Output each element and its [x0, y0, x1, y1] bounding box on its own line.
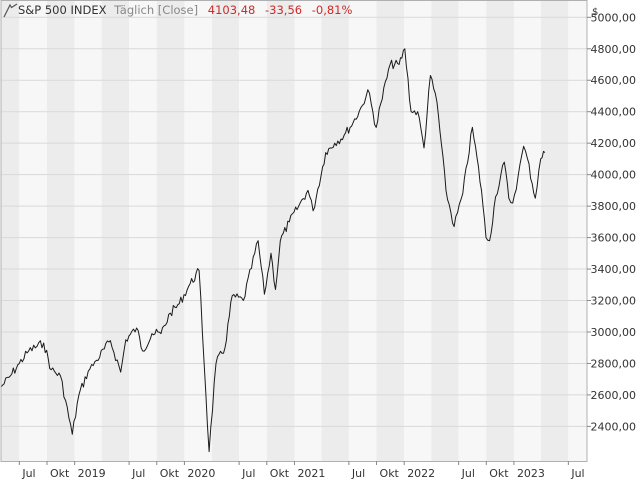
x-tick-label: Jul [131, 467, 145, 480]
period-band [129, 0, 157, 461]
currency-symbol: $ [592, 7, 598, 18]
y-axis-ticks: 2400,00 2600,00 2800,00 3000,00 3200,00 3400,… [587, 11, 636, 433]
x-tick-label: 2019 [78, 467, 106, 480]
x-axis-ticks: Jul Okt 2019 Jul Okt 2020 Jul Okt 2021 Jul Okt 2022… [18, 461, 585, 480]
y-tick-label: 4400,00 [591, 106, 637, 119]
x-tick-label: Okt [489, 467, 509, 480]
period-band [486, 0, 514, 461]
x-tick-label: Okt [50, 467, 70, 480]
x-tick-label: Jul [351, 467, 365, 480]
period-band [376, 0, 405, 461]
x-tick-label: 2022 [407, 467, 435, 480]
y-tick-label: 2400,00 [591, 420, 637, 433]
period-band [74, 0, 102, 461]
x-tick-label: Jul [241, 467, 255, 480]
x-tick-label: 2021 [297, 467, 325, 480]
period-band [211, 0, 240, 461]
period-band [101, 0, 130, 461]
x-tick-label: Jul [461, 467, 475, 480]
price-line-layer [0, 48, 546, 453]
period-band [266, 0, 295, 461]
last-price: 4103,48 [208, 3, 256, 17]
period-band [47, 0, 75, 461]
period-band [458, 0, 487, 461]
line-chart-icon [3, 3, 18, 18]
period-bands [1, 0, 587, 461]
period-band [156, 0, 185, 461]
period-band [348, 0, 377, 461]
y-tick-label: 3000,00 [591, 326, 637, 339]
y-tick-label: 3200,00 [591, 295, 637, 308]
y-tick-label: 4600,00 [591, 74, 637, 87]
price-change-percent: -0,81% [312, 3, 353, 17]
period-band [1, 0, 20, 461]
y-tick-label: 2800,00 [591, 357, 637, 370]
x-tick-label: 2023 [517, 467, 545, 480]
x-tick-label: Okt [380, 467, 400, 480]
price-line [0, 48, 546, 453]
y-tick-label: 3800,00 [591, 200, 637, 213]
y-tick-label: 4000,00 [591, 169, 637, 182]
instrument-name: S&P 500 INDEX [18, 3, 107, 17]
y-tick-label: 4800,00 [591, 43, 637, 56]
price-change: -33,56 [265, 3, 302, 17]
period-band [513, 0, 541, 461]
period-band [540, 0, 569, 461]
svg-text:S&P 500 INDEX Täglich: S&P 500 INDEX Täglich [Close] 4103,48 -3… [18, 3, 352, 17]
y-tick-label: 2600,00 [591, 389, 637, 402]
period-band [321, 0, 349, 461]
grid-lines [1, 16, 587, 427]
interval-label: Täglich [Close] [113, 3, 198, 17]
x-tick-label: Okt [160, 467, 180, 480]
y-tick-label: 3600,00 [591, 232, 637, 245]
y-tick-label: 4200,00 [591, 137, 637, 150]
period-band [294, 0, 322, 461]
period-band [568, 0, 587, 461]
x-tick-label: Okt [270, 467, 290, 480]
period-band [19, 0, 48, 461]
period-band [239, 0, 267, 461]
chart-header: S&P 500 INDEX Täglich [Close] 4103,48 -3… [3, 3, 352, 18]
x-tick-label: 2020 [187, 467, 215, 480]
y-tick-label: 5000,00 [591, 11, 637, 24]
x-tick-label: Jul [570, 467, 584, 480]
y-tick-label: 3400,00 [591, 263, 637, 276]
period-band [404, 0, 432, 461]
period-band [431, 0, 459, 461]
period-band [184, 0, 212, 461]
x-tick-label: Jul [21, 467, 35, 480]
